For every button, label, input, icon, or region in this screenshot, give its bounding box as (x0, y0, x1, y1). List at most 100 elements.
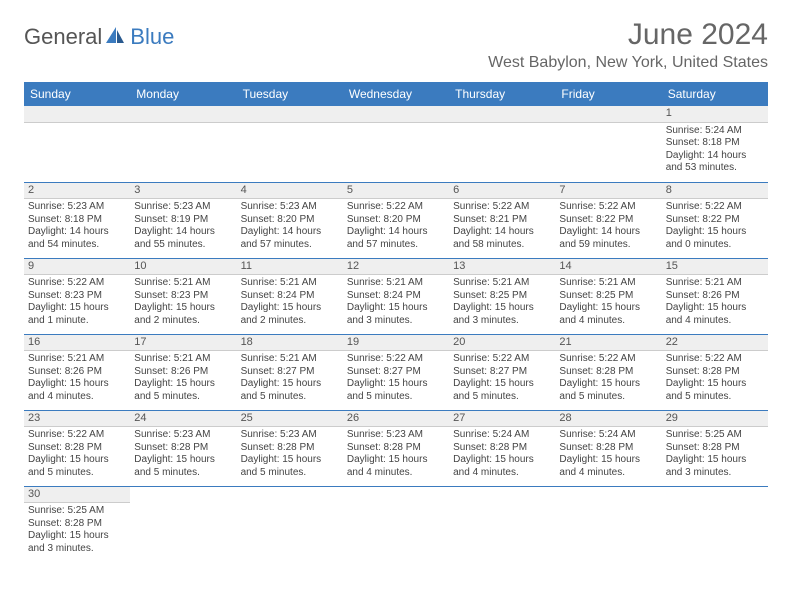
day-body: Sunrise: 5:21 AMSunset: 8:26 PMDaylight:… (24, 351, 130, 405)
sunset-text: Sunset: 8:24 PM (347, 290, 445, 303)
sunrise-text: Sunrise: 5:22 AM (559, 353, 657, 366)
calendar-cell: 19Sunrise: 5:22 AMSunset: 8:27 PMDayligh… (343, 334, 449, 410)
day-number: 11 (237, 259, 343, 276)
sunset-text: Sunset: 8:28 PM (241, 442, 339, 455)
sunrise-text: Sunrise: 5:23 AM (134, 429, 232, 442)
day-body: Sunrise: 5:21 AMSunset: 8:26 PMDaylight:… (130, 351, 236, 405)
day-body: Sunrise: 5:23 AMSunset: 8:20 PMDaylight:… (237, 199, 343, 253)
calendar-cell: 30Sunrise: 5:25 AMSunset: 8:28 PMDayligh… (24, 486, 130, 562)
daylight-text: Daylight: 14 hours and 54 minutes. (28, 226, 126, 251)
location: West Babylon, New York, United States (488, 54, 768, 72)
day-body: Sunrise: 5:23 AMSunset: 8:28 PMDaylight:… (343, 427, 449, 481)
calendar-week: 2Sunrise: 5:23 AMSunset: 8:18 PMDaylight… (24, 182, 768, 258)
day-body: Sunrise: 5:24 AMSunset: 8:18 PMDaylight:… (662, 123, 768, 177)
sunrise-text: Sunrise: 5:21 AM (28, 353, 126, 366)
sunrise-text: Sunrise: 5:23 AM (28, 201, 126, 214)
day-body: Sunrise: 5:25 AMSunset: 8:28 PMDaylight:… (662, 427, 768, 481)
sunset-text: Sunset: 8:28 PM (559, 366, 657, 379)
calendar-week: 23Sunrise: 5:22 AMSunset: 8:28 PMDayligh… (24, 410, 768, 486)
daylight-text: Daylight: 15 hours and 5 minutes. (347, 378, 445, 403)
day-body: Sunrise: 5:21 AMSunset: 8:23 PMDaylight:… (130, 275, 236, 329)
day-number: 27 (449, 411, 555, 428)
sunset-text: Sunset: 8:26 PM (28, 366, 126, 379)
day-number-empty (237, 106, 343, 123)
calendar-week: 30Sunrise: 5:25 AMSunset: 8:28 PMDayligh… (24, 486, 768, 562)
day-number-empty (130, 106, 236, 123)
day-body: Sunrise: 5:23 AMSunset: 8:28 PMDaylight:… (130, 427, 236, 481)
day-header: Saturday (662, 82, 768, 106)
sunset-text: Sunset: 8:28 PM (28, 442, 126, 455)
calendar-cell: 26Sunrise: 5:23 AMSunset: 8:28 PMDayligh… (343, 410, 449, 486)
day-number: 19 (343, 335, 449, 352)
day-body: Sunrise: 5:24 AMSunset: 8:28 PMDaylight:… (555, 427, 661, 481)
daylight-text: Daylight: 15 hours and 5 minutes. (134, 378, 232, 403)
daylight-text: Daylight: 15 hours and 4 minutes. (666, 302, 764, 327)
calendar-cell (130, 106, 236, 182)
sunrise-text: Sunrise: 5:21 AM (559, 277, 657, 290)
day-header: Sunday (24, 82, 130, 106)
daylight-text: Daylight: 14 hours and 59 minutes. (559, 226, 657, 251)
daylight-text: Daylight: 15 hours and 5 minutes. (241, 454, 339, 479)
day-number: 26 (343, 411, 449, 428)
sunrise-text: Sunrise: 5:22 AM (28, 277, 126, 290)
calendar-cell (449, 486, 555, 562)
daylight-text: Daylight: 14 hours and 55 minutes. (134, 226, 232, 251)
calendar-header-row: SundayMondayTuesdayWednesdayThursdayFrid… (24, 82, 768, 106)
calendar-cell: 18Sunrise: 5:21 AMSunset: 8:27 PMDayligh… (237, 334, 343, 410)
daylight-text: Daylight: 15 hours and 3 minutes. (453, 302, 551, 327)
day-number: 23 (24, 411, 130, 428)
sunset-text: Sunset: 8:28 PM (347, 442, 445, 455)
calendar-cell: 16Sunrise: 5:21 AMSunset: 8:26 PMDayligh… (24, 334, 130, 410)
sail-icon (104, 25, 128, 50)
daylight-text: Daylight: 15 hours and 3 minutes. (28, 530, 126, 555)
calendar-cell (130, 486, 236, 562)
day-number: 17 (130, 335, 236, 352)
day-number-empty (24, 106, 130, 123)
sunset-text: Sunset: 8:19 PM (134, 214, 232, 227)
day-number: 3 (130, 183, 236, 200)
header: General Blue June 2024 West Babylon, New… (24, 18, 768, 72)
sunset-text: Sunset: 8:18 PM (28, 214, 126, 227)
daylight-text: Daylight: 14 hours and 57 minutes. (241, 226, 339, 251)
sunrise-text: Sunrise: 5:22 AM (347, 201, 445, 214)
logo: General Blue (24, 24, 174, 50)
day-number: 2 (24, 183, 130, 200)
sunset-text: Sunset: 8:27 PM (347, 366, 445, 379)
daylight-text: Daylight: 15 hours and 1 minute. (28, 302, 126, 327)
calendar-cell: 24Sunrise: 5:23 AMSunset: 8:28 PMDayligh… (130, 410, 236, 486)
day-number: 9 (24, 259, 130, 276)
sunset-text: Sunset: 8:25 PM (559, 290, 657, 303)
daylight-text: Daylight: 14 hours and 57 minutes. (347, 226, 445, 251)
day-body: Sunrise: 5:22 AMSunset: 8:28 PMDaylight:… (662, 351, 768, 405)
month-title: June 2024 (488, 18, 768, 52)
calendar-cell: 22Sunrise: 5:22 AMSunset: 8:28 PMDayligh… (662, 334, 768, 410)
day-body: Sunrise: 5:21 AMSunset: 8:24 PMDaylight:… (237, 275, 343, 329)
daylight-text: Daylight: 15 hours and 4 minutes. (559, 454, 657, 479)
daylight-text: Daylight: 15 hours and 5 minutes. (559, 378, 657, 403)
day-number: 20 (449, 335, 555, 352)
day-number: 14 (555, 259, 661, 276)
daylight-text: Daylight: 15 hours and 4 minutes. (559, 302, 657, 327)
day-number-empty (343, 106, 449, 123)
calendar-cell: 8Sunrise: 5:22 AMSunset: 8:22 PMDaylight… (662, 182, 768, 258)
day-number: 8 (662, 183, 768, 200)
calendar-cell (237, 106, 343, 182)
calendar-cell: 28Sunrise: 5:24 AMSunset: 8:28 PMDayligh… (555, 410, 661, 486)
daylight-text: Daylight: 15 hours and 5 minutes. (28, 454, 126, 479)
sunset-text: Sunset: 8:22 PM (559, 214, 657, 227)
title-block: June 2024 West Babylon, New York, United… (488, 18, 768, 72)
day-number: 15 (662, 259, 768, 276)
day-body: Sunrise: 5:22 AMSunset: 8:22 PMDaylight:… (662, 199, 768, 253)
sunrise-text: Sunrise: 5:25 AM (666, 429, 764, 442)
sunrise-text: Sunrise: 5:21 AM (134, 277, 232, 290)
daylight-text: Daylight: 15 hours and 4 minutes. (453, 454, 551, 479)
calendar-cell: 12Sunrise: 5:21 AMSunset: 8:24 PMDayligh… (343, 258, 449, 334)
day-header: Thursday (449, 82, 555, 106)
day-body: Sunrise: 5:25 AMSunset: 8:28 PMDaylight:… (24, 503, 130, 557)
sunrise-text: Sunrise: 5:22 AM (559, 201, 657, 214)
calendar-cell (662, 486, 768, 562)
calendar-cell: 11Sunrise: 5:21 AMSunset: 8:24 PMDayligh… (237, 258, 343, 334)
calendar-cell: 20Sunrise: 5:22 AMSunset: 8:27 PMDayligh… (449, 334, 555, 410)
calendar-week: 1Sunrise: 5:24 AMSunset: 8:18 PMDaylight… (24, 106, 768, 182)
sunset-text: Sunset: 8:28 PM (666, 366, 764, 379)
